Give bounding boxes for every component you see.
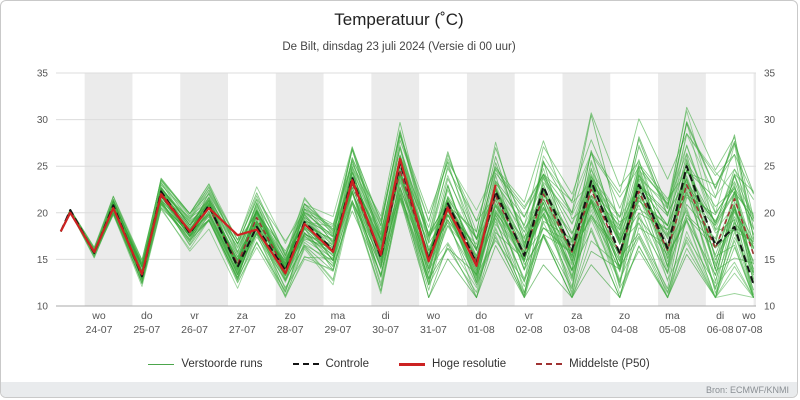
svg-text:vr: vr bbox=[190, 310, 199, 322]
svg-text:20: 20 bbox=[37, 208, 49, 219]
control-line-swatch-icon bbox=[292, 363, 319, 365]
svg-text:za: za bbox=[237, 310, 248, 322]
svg-text:30: 30 bbox=[764, 115, 776, 126]
legend-label: Middelste (P50) bbox=[569, 358, 650, 370]
svg-text:zo: zo bbox=[285, 310, 296, 322]
legend: Verstoorde runs Controle Hoge resolutie … bbox=[1, 358, 797, 370]
median-line-swatch-icon bbox=[536, 363, 563, 365]
svg-text:25-07: 25-07 bbox=[133, 324, 160, 336]
svg-text:za: za bbox=[571, 310, 582, 322]
svg-text:ma: ma bbox=[665, 310, 680, 322]
svg-text:07-08: 07-08 bbox=[736, 324, 763, 336]
svg-text:do: do bbox=[475, 310, 487, 322]
svg-text:10: 10 bbox=[37, 302, 49, 313]
svg-text:29-07: 29-07 bbox=[324, 324, 351, 336]
svg-text:35: 35 bbox=[764, 69, 776, 80]
legend-label: Controle bbox=[325, 358, 369, 370]
svg-text:27-07: 27-07 bbox=[229, 324, 256, 336]
legend-item-hoge-resolutie: Hoge resolutie bbox=[398, 358, 507, 370]
svg-text:26-07: 26-07 bbox=[181, 324, 208, 336]
legend-label: Hoge resolutie bbox=[431, 358, 507, 370]
svg-text:03-08: 03-08 bbox=[563, 324, 590, 336]
svg-text:04-08: 04-08 bbox=[611, 324, 638, 336]
svg-text:wo: wo bbox=[741, 310, 756, 322]
svg-text:vr: vr bbox=[525, 310, 534, 322]
svg-text:do: do bbox=[141, 310, 153, 322]
ensemble-line-swatch-icon bbox=[148, 363, 175, 365]
svg-text:ma: ma bbox=[331, 310, 346, 322]
credits-bar: Bron: ECMWF/KNMI bbox=[1, 382, 797, 397]
svg-text:24-07: 24-07 bbox=[86, 324, 113, 336]
svg-text:di: di bbox=[716, 310, 724, 322]
svg-text:02-08: 02-08 bbox=[516, 324, 543, 336]
temperature-plume-chart: 10 10 15 15 20 20 25 25 30 30 35 35 wo 24-07 do 25-07 vr… bbox=[37, 69, 776, 337]
svg-text:35: 35 bbox=[37, 69, 49, 80]
svg-text:30: 30 bbox=[37, 115, 49, 126]
svg-text:15: 15 bbox=[764, 255, 776, 266]
chart-subtitle: De Bilt, dinsdag 23 juli 2024 (Versie di… bbox=[282, 41, 516, 53]
legend-item-verstoorde-runs: Verstoorde runs bbox=[148, 358, 263, 370]
svg-text:wo: wo bbox=[91, 310, 106, 322]
svg-text:30-07: 30-07 bbox=[372, 324, 399, 336]
svg-text:15: 15 bbox=[37, 255, 49, 266]
svg-text:01-08: 01-08 bbox=[468, 324, 495, 336]
chart-title: Temperatuur (˚C) bbox=[334, 10, 464, 29]
svg-text:28-07: 28-07 bbox=[277, 324, 304, 336]
svg-text:wo: wo bbox=[426, 310, 441, 322]
svg-text:06-08: 06-08 bbox=[707, 324, 734, 336]
svg-text:zo: zo bbox=[619, 310, 630, 322]
svg-text:20: 20 bbox=[764, 208, 776, 219]
svg-text:25: 25 bbox=[37, 162, 49, 173]
legend-item-middelste-p50: Middelste (P50) bbox=[536, 358, 650, 370]
svg-text:di: di bbox=[382, 310, 390, 322]
legend-item-controle: Controle bbox=[292, 358, 369, 370]
svg-text:25: 25 bbox=[764, 162, 776, 173]
hires-line-swatch-icon bbox=[398, 362, 425, 366]
svg-text:31-07: 31-07 bbox=[420, 324, 447, 336]
svg-text:10: 10 bbox=[764, 302, 776, 313]
source-credit: Bron: ECMWF/KNMI bbox=[705, 384, 789, 395]
legend-label: Verstoorde runs bbox=[181, 358, 263, 370]
svg-text:05-08: 05-08 bbox=[659, 324, 686, 336]
